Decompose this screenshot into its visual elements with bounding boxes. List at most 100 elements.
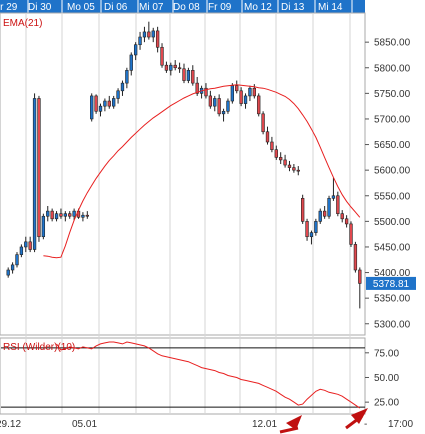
header-date-3: Di 06	[104, 2, 128, 13]
candle	[226, 98, 230, 114]
candle-body-down	[217, 98, 221, 115]
candle	[6, 267, 10, 278]
candle-body-down	[37, 98, 41, 238]
candle-body-up	[15, 254, 19, 266]
candle-body-down	[107, 100, 111, 107]
last-price-value: 5378.81	[373, 279, 410, 290]
candle	[349, 221, 353, 247]
candle	[301, 194, 305, 224]
candle-body-up	[24, 241, 28, 248]
candle-body-down	[358, 269, 362, 284]
candle-body-up	[151, 30, 155, 38]
price-tick-label: 5350.00	[374, 294, 411, 305]
candle	[230, 83, 235, 104]
candle	[279, 152, 283, 165]
candle	[94, 94, 98, 114]
candle-body-down	[296, 169, 300, 172]
bottom-axis-label: 12.01	[252, 419, 277, 430]
candle	[331, 177, 336, 201]
candle	[221, 108, 226, 122]
candle	[305, 218, 309, 241]
candle	[173, 60, 177, 71]
header-date-7: Mo 12	[244, 2, 272, 13]
candle	[182, 63, 186, 84]
candle	[287, 160, 292, 172]
candle	[235, 80, 239, 94]
candle	[151, 27, 155, 43]
candle	[103, 98, 107, 112]
candle	[318, 208, 322, 224]
candle	[28, 236, 32, 253]
candle	[32, 93, 37, 253]
price-tick-label: 5750.00	[374, 89, 411, 100]
candle-body-down	[340, 213, 344, 220]
header-date-6: Fr 09	[208, 2, 232, 13]
last-price-flag: 5378.81	[366, 276, 416, 290]
candle-body-down	[182, 68, 186, 81]
candle	[322, 206, 327, 219]
candle	[138, 31, 142, 50]
candle	[257, 93, 261, 117]
candle	[24, 236, 28, 253]
candle-body-down	[204, 87, 208, 97]
candle	[85, 211, 89, 219]
candle-body-up	[103, 100, 107, 107]
candle-body-down	[177, 67, 182, 70]
bottom-axis-label: 05.01	[72, 419, 97, 430]
candle-body-down	[252, 87, 256, 97]
candle	[204, 83, 208, 99]
price-tick-label: 5650.00	[374, 140, 411, 151]
price-tick-label: 5800.00	[374, 63, 411, 74]
candle	[19, 244, 24, 258]
candle	[208, 90, 213, 109]
candle-body-down	[305, 221, 309, 238]
candle-body-down	[28, 241, 32, 250]
rsi-legend: RSI (Wilder)(10)	[3, 342, 75, 353]
candle-body-up	[230, 85, 235, 102]
candle	[147, 21, 151, 40]
rsi-tick-label: 25.00	[374, 398, 399, 409]
candle-body-down	[147, 31, 151, 38]
candle-body-up	[120, 82, 125, 92]
candle	[41, 213, 46, 240]
candle-body-down	[195, 82, 199, 94]
candle-body-up	[81, 214, 85, 218]
candle-body-up	[331, 195, 336, 199]
candle-body-up	[314, 221, 318, 233]
candle-body-up	[46, 210, 50, 217]
candle-body-up	[248, 87, 252, 97]
candle-body-down	[50, 210, 54, 220]
rsi-line	[56, 341, 361, 409]
candle	[116, 88, 120, 104]
candle-body-up	[138, 36, 142, 46]
rsi-tick-label: 50.00	[374, 373, 399, 384]
candle	[155, 26, 160, 53]
candle	[296, 166, 300, 176]
header-date-4: Mi 07	[139, 2, 164, 13]
candle-body-up	[186, 70, 191, 81]
candle-body-up	[41, 215, 46, 238]
candle-body-down	[94, 95, 98, 112]
candle	[142, 26, 147, 43]
candle-body-down	[68, 213, 72, 217]
header-date-8: Di 13	[281, 2, 305, 13]
candle-body-down	[274, 149, 278, 158]
candle	[248, 85, 252, 102]
candle-body-up	[309, 232, 314, 238]
candle-body-up	[133, 44, 138, 56]
candle-body-up	[116, 90, 120, 99]
candle	[191, 65, 195, 86]
header-date-0: Fr 29	[0, 2, 18, 13]
price-tick-label: 5450.00	[374, 242, 411, 253]
candle-body-down	[353, 244, 358, 271]
price-tick-label: 5600.00	[374, 166, 411, 177]
candle-body-up	[142, 31, 147, 38]
candle	[133, 42, 138, 61]
price-tick-label: 5850.00	[374, 38, 411, 49]
candle	[186, 67, 191, 84]
candle-body-up	[98, 105, 103, 112]
candle	[59, 208, 63, 219]
price-tick-label: 5400.00	[374, 268, 411, 279]
candle	[292, 164, 296, 173]
candle	[125, 67, 129, 89]
